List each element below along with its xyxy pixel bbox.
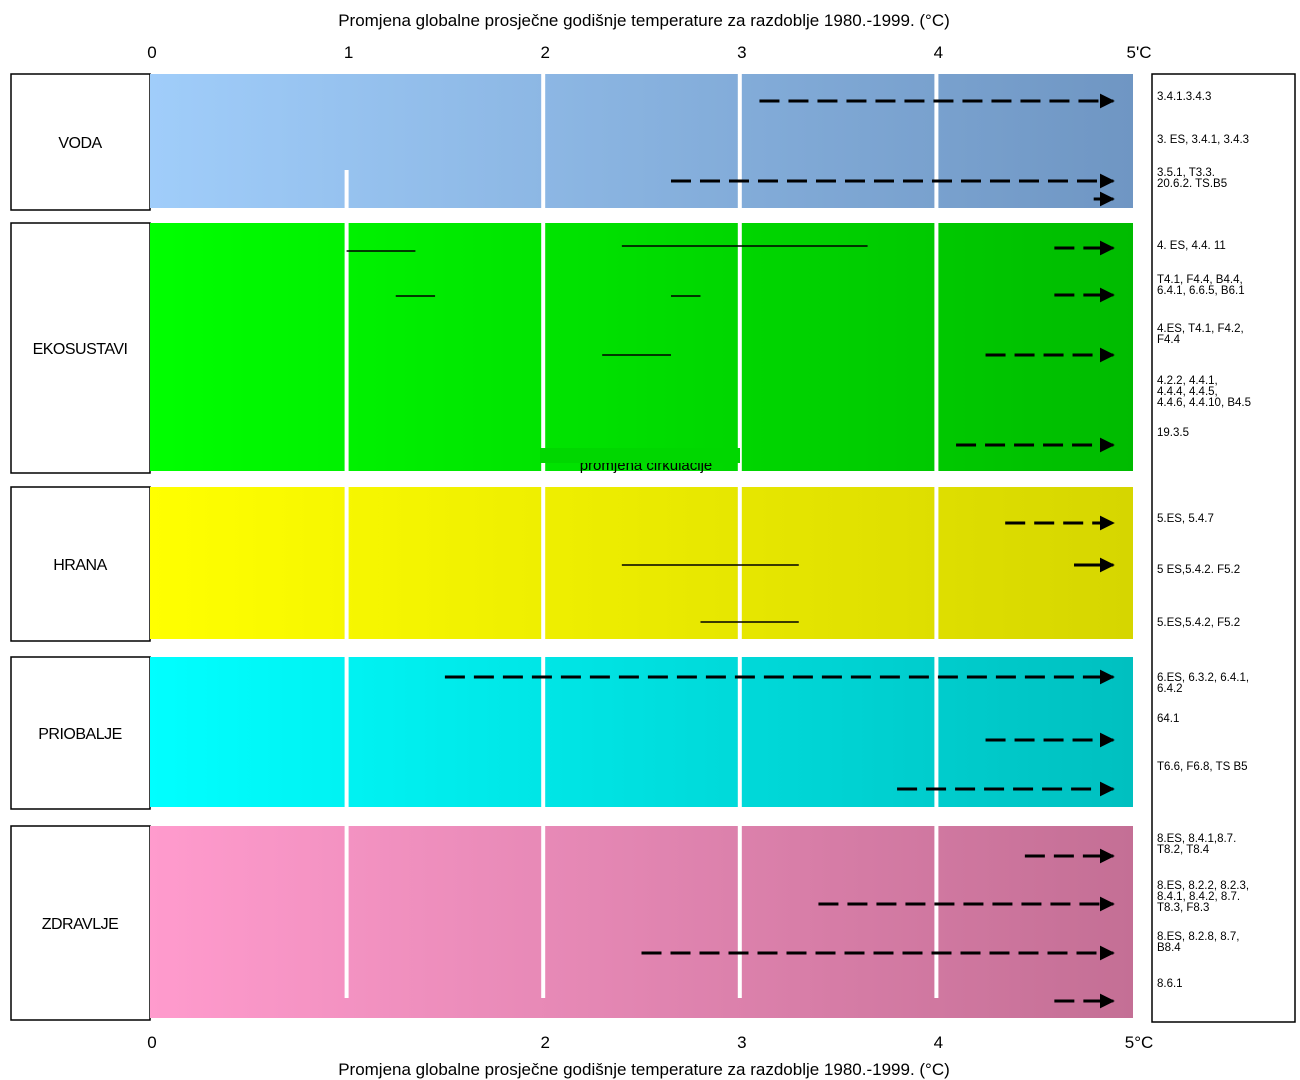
sector-label: PRIOBALJE	[38, 726, 122, 743]
sector-row: EKOSUSTAVI 4. ES, 4.4. 11 T4.1, F4.4, B4.4…	[10, 222, 1251, 474]
sector-band	[150, 657, 1133, 807]
top-tick-label: 1	[344, 43, 353, 62]
grid-line	[344, 487, 349, 639]
top-tick-label: 5'C	[1127, 43, 1152, 62]
grid-line	[737, 223, 742, 471]
grid-line	[934, 657, 939, 807]
grid-line	[737, 657, 742, 807]
top-tick-label: 3	[737, 43, 746, 62]
reference-label: 4.2.2, 4.4.1, 4.4.4, 4.4.5, 4.4.6, 4.4.10,…	[1157, 375, 1251, 409]
top-axis-title: Promjena globalne prosječne godišnje tem…	[338, 11, 950, 30]
reference-label: 3.5.1, T3.3. 20.6.2. TS.B5	[1157, 167, 1227, 190]
bottom-axis-title: Promjena globalne prosječne godišnje tem…	[338, 1060, 950, 1079]
reference-label: 5.ES, 5.4.7	[1157, 513, 1214, 525]
sector-rows: VODA 3.4.1.3.4.3 3. ES, 3.4.1, 3.4.3 3.5.1,…	[10, 73, 1251, 1021]
bottom-tick-label: 0	[147, 1033, 156, 1052]
grid-line	[344, 657, 349, 807]
faint-label-mask	[540, 448, 740, 463]
grid-line	[541, 487, 546, 639]
sector-row: VODA 3.4.1.3.4.3 3. ES, 3.4.1, 3.4.3 3.5.1,…	[10, 73, 1249, 211]
bottom-tick-label: 3	[737, 1033, 746, 1052]
sector-label-box	[10, 222, 151, 474]
reference-label: 3.4.1.3.4.3	[1157, 91, 1211, 103]
reference-label: T6.6, F6.8, TS B5	[1157, 761, 1248, 773]
sector-band	[150, 223, 1133, 471]
top-tick-label: 4	[934, 43, 943, 62]
grid-line	[344, 826, 349, 998]
sector-row: PRIOBALJE 6.ES, 6.3.2, 6.4.1, 6.4.2 64.1 T6.…	[10, 656, 1249, 810]
sector-row: HRANA 5.ES, 5.4.7 5 ES,5.4.2. F5.2 5.ES,5.4…	[10, 486, 1240, 642]
grid-line	[934, 74, 939, 208]
reference-label: 8.6.1	[1157, 978, 1183, 990]
grid-line	[737, 826, 742, 998]
grid-line	[934, 487, 939, 639]
reference-label: 19.3.5	[1157, 427, 1189, 439]
reference-label: 6.ES, 6.3.2, 6.4.1, 6.4.2	[1157, 672, 1249, 695]
grid-line	[541, 657, 546, 807]
bottom-tick-labels: 0 2 3 4 5°C	[147, 1033, 1153, 1052]
grid-line	[934, 826, 939, 998]
sector-band	[150, 487, 1133, 639]
sector-label: ZDRAVLJE	[42, 916, 119, 933]
top-tick-label: 0	[147, 43, 156, 62]
grid-line	[541, 826, 546, 998]
reference-label: 3. ES, 3.4.1, 3.4.3	[1157, 134, 1249, 146]
bottom-tick-label: 5°C	[1125, 1033, 1154, 1052]
grid-line	[344, 170, 349, 208]
reference-label: 4. ES, 4.4. 11	[1157, 240, 1226, 252]
grid-line	[934, 223, 939, 471]
sector-label-box	[10, 486, 151, 642]
sector-band	[150, 826, 1133, 1018]
reference-label: 8.ES, 8.2.8, 8.7, B8.4	[1157, 931, 1239, 954]
sector-label-box	[10, 73, 151, 211]
sector-label: HRANA	[53, 557, 107, 574]
sector-label-box	[10, 825, 151, 1021]
sector-label: VODA	[58, 135, 102, 152]
reference-label: 5 ES,5.4.2. F5.2	[1157, 564, 1240, 576]
reference-label: 64.1	[1157, 713, 1179, 725]
sector-row: ZDRAVLJE 8.ES, 8.4.1,8.7. T8.2, T8.4 8.ES, …	[10, 825, 1249, 1021]
reference-label: 5.ES,5.4.2, F5.2	[1157, 617, 1240, 629]
grid-line	[541, 74, 546, 208]
grid-line	[737, 74, 742, 208]
grid-line	[737, 487, 742, 639]
bottom-tick-label: 2	[540, 1033, 549, 1052]
grid-line	[344, 223, 349, 471]
grid-line	[541, 223, 546, 471]
reference-label: T4.1, F4.4, B4.4, 6.4.1, 6.6.5, B6.1	[1157, 274, 1245, 297]
bottom-tick-label: 4	[934, 1033, 943, 1052]
reference-label: 8.ES, 8.4.1,8.7. T8.2, T8.4	[1157, 833, 1236, 856]
reference-label: 8.ES, 8.2.2, 8.2.3, 8.4.1, 8.4.2, 8.7. T8.…	[1157, 880, 1249, 914]
sector-label: EKOSUSTAVI	[33, 341, 128, 358]
top-tick-labels: 0 1 2 3 4 5'C	[147, 43, 1151, 62]
sector-label-box	[10, 656, 151, 810]
sector-band	[150, 74, 1133, 208]
top-tick-label: 2	[540, 43, 549, 62]
reference-label: 4.ES, T4.1, F4.2, F4.4	[1157, 323, 1244, 346]
reference-column-box	[1151, 73, 1296, 1023]
